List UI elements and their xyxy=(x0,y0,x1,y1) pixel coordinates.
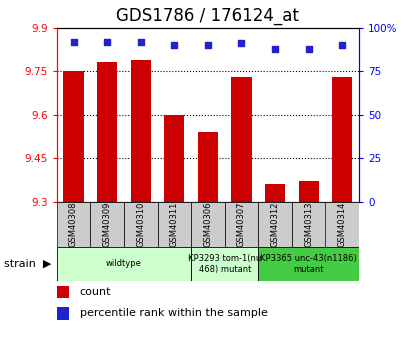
Bar xyxy=(131,60,151,202)
Text: wildtype: wildtype xyxy=(106,259,142,268)
Bar xyxy=(124,202,158,247)
Bar xyxy=(231,77,252,202)
Point xyxy=(238,40,245,46)
Text: GSM40307: GSM40307 xyxy=(237,201,246,247)
Text: GSM40313: GSM40313 xyxy=(304,201,313,247)
Text: GSM40308: GSM40308 xyxy=(69,201,78,247)
Text: strain  ▶: strain ▶ xyxy=(4,259,52,269)
Bar xyxy=(258,247,359,281)
Bar xyxy=(265,184,285,202)
Bar xyxy=(191,247,258,281)
Point xyxy=(104,39,110,44)
Bar xyxy=(299,181,319,202)
Bar xyxy=(225,202,258,247)
Point xyxy=(137,39,144,44)
Point xyxy=(70,39,77,44)
Point xyxy=(272,46,278,51)
Text: GSM40310: GSM40310 xyxy=(136,201,145,247)
Bar xyxy=(332,77,352,202)
Bar xyxy=(258,202,292,247)
Bar xyxy=(57,202,90,247)
Bar xyxy=(158,202,191,247)
Text: KP3293 tom-1(nu
468) mutant: KP3293 tom-1(nu 468) mutant xyxy=(188,254,261,274)
Text: GSM40311: GSM40311 xyxy=(170,201,179,247)
Point xyxy=(205,42,211,48)
Text: KP3365 unc-43(n1186)
mutant: KP3365 unc-43(n1186) mutant xyxy=(260,254,357,274)
Bar xyxy=(57,247,191,281)
Bar xyxy=(198,132,218,202)
Text: GSM40314: GSM40314 xyxy=(338,201,347,247)
Bar xyxy=(191,202,225,247)
Bar xyxy=(326,202,359,247)
Bar xyxy=(164,115,184,202)
Title: GDS1786 / 176124_at: GDS1786 / 176124_at xyxy=(116,7,299,25)
Point xyxy=(305,46,312,51)
Text: GSM40306: GSM40306 xyxy=(203,201,213,247)
Bar xyxy=(90,202,124,247)
Text: count: count xyxy=(80,287,111,297)
Text: GSM40309: GSM40309 xyxy=(102,201,112,247)
Bar xyxy=(97,62,117,202)
Bar xyxy=(292,202,326,247)
Point xyxy=(171,42,178,48)
Bar xyxy=(63,71,84,202)
Text: percentile rank within the sample: percentile rank within the sample xyxy=(80,308,268,318)
Point xyxy=(339,42,346,48)
Text: GSM40312: GSM40312 xyxy=(270,201,280,247)
